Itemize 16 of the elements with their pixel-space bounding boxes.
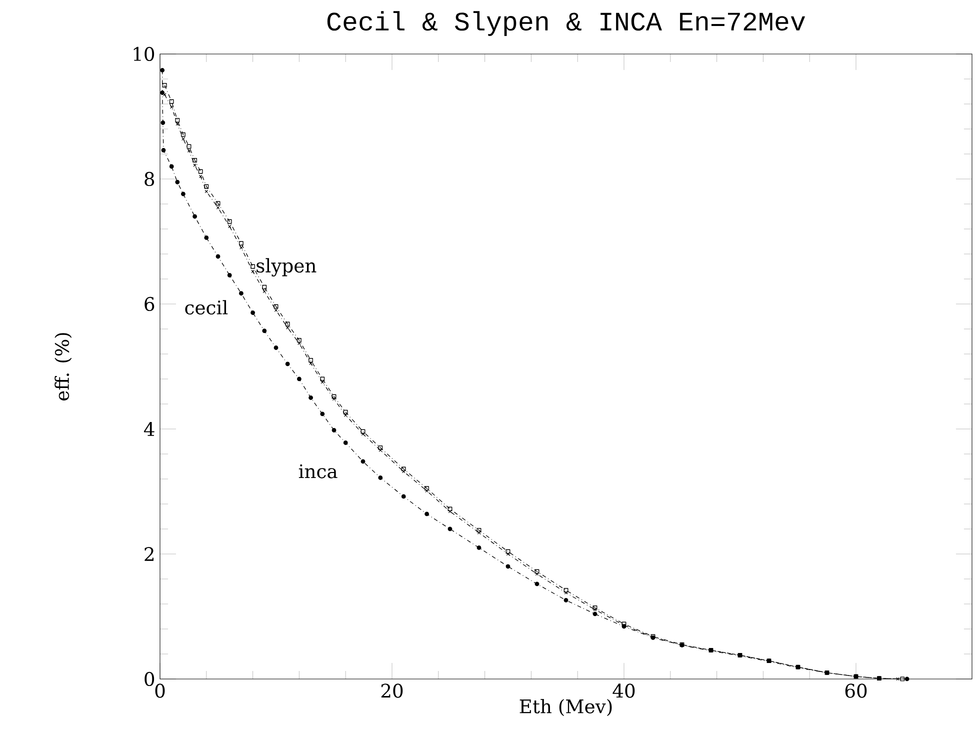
y-tick-label: 8 (144, 172, 154, 186)
annotation: cecil (185, 300, 228, 315)
chart-title: Cecil & Slypen & INCA En=72Mev (327, 11, 806, 36)
x-tick-label: 60 (845, 684, 867, 698)
y-tick-label: 0 (144, 672, 154, 686)
x-tick-label: 20 (381, 684, 403, 698)
y-tick-label: 10 (134, 46, 154, 62)
annotation: slypen (256, 258, 316, 276)
y-tick-label: 2 (144, 547, 154, 561)
y-tick-label: 6 (144, 296, 154, 312)
annotation: inca (298, 464, 338, 478)
y-axis-title: eff. (%) (54, 333, 72, 400)
x-tick-label: 40 (612, 684, 635, 698)
y-tick-label: 4 (144, 422, 154, 436)
x-axis-title: Eth (Mev) (520, 698, 612, 716)
x-tick-label: 0 (155, 684, 165, 698)
